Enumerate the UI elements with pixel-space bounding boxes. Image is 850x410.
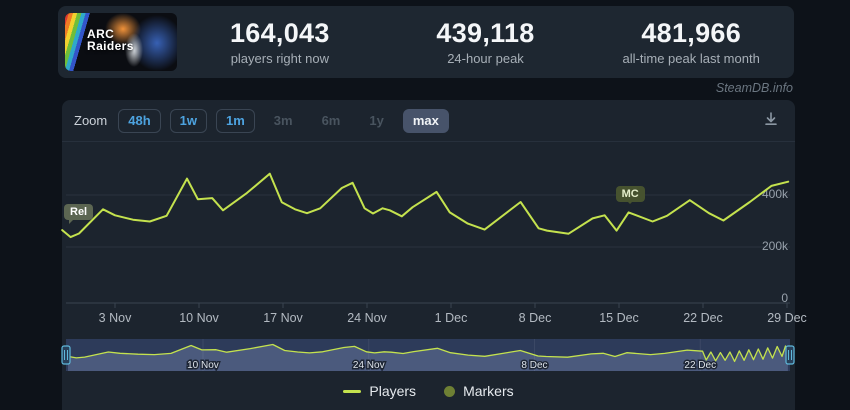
- zoom-option-1y[interactable]: 1y: [359, 109, 393, 133]
- svg-text:17 Nov: 17 Nov: [263, 311, 303, 325]
- legend-players-label: Players: [369, 383, 417, 399]
- players-line-swatch: [343, 389, 362, 393]
- zoom-label: Zoom: [74, 113, 108, 128]
- zoom-option-1m[interactable]: 1m: [215, 108, 255, 133]
- svg-text:15 Dec: 15 Dec: [599, 311, 639, 325]
- banner-astronaut-figure: [125, 33, 143, 67]
- zoom-option-max[interactable]: max: [402, 108, 449, 133]
- chart-panel: Zoom 48h 1w 1m 3m 6m 1y max 400k 200k 0 3 N…: [61, 100, 807, 410]
- current-players-value: 164,043: [229, 18, 330, 48]
- svg-text:29 Dec: 29 Dec: [767, 311, 807, 325]
- markers-dot-swatch: [444, 385, 456, 397]
- svg-text:0: 0: [781, 291, 788, 305]
- steamdb-watermark-link[interactable]: SteamDB.info: [715, 81, 793, 95]
- game-logo-line2: Raiders: [87, 39, 134, 53]
- peak-24h-label: 24-hour peak: [447, 51, 524, 66]
- zoom-option-1w[interactable]: 1w: [169, 108, 207, 133]
- svg-text:24 Nov: 24 Nov: [347, 311, 387, 325]
- game-logo-line1: ARC: [87, 27, 115, 41]
- navigator-left-handle[interactable]: [61, 345, 71, 365]
- chart-toolbar: Zoom 48h 1w 1m 3m 6m 1y max: [62, 100, 795, 142]
- svg-text:200k: 200k: [762, 239, 789, 253]
- navigator-right-handle[interactable]: [785, 345, 795, 365]
- current-players-label: players right now: [230, 51, 329, 66]
- chart-navigator[interactable]: 10 Nov 24 Nov 8 Dec 22 Dec: [61, 337, 795, 373]
- legend-item-players[interactable]: Players: [343, 383, 416, 399]
- svg-text:400k: 400k: [762, 187, 789, 201]
- svg-text:24 Nov: 24 Nov: [353, 360, 385, 371]
- marker-badge-mc[interactable]: MC: [615, 186, 645, 205]
- svg-text:8 Dec: 8 Dec: [521, 360, 547, 371]
- main-chart-plot[interactable]: 400k 200k 0 3 Nov 10 Nov 17 Nov 24 Nov 1 Dec 8 D…: [61, 145, 807, 335]
- chart-legend: Players Markers: [62, 383, 795, 399]
- svg-text:10 Nov: 10 Nov: [179, 311, 219, 325]
- stats-row: 164,043 players right now 439,118 24-hou…: [177, 18, 794, 66]
- svg-text:8 Dec: 8 Dec: [519, 311, 552, 325]
- stat-current-players: 164,043 players right now: [177, 18, 383, 66]
- download-button[interactable]: [759, 107, 783, 134]
- svg-text:3 Nov: 3 Nov: [99, 311, 132, 325]
- game-logo: ARC Raiders: [87, 28, 134, 52]
- zoom-option-6m[interactable]: 6m: [312, 109, 351, 133]
- legend-markers-label: Markers: [463, 383, 514, 399]
- svg-text:22 Dec: 22 Dec: [684, 360, 716, 371]
- zoom-option-3m[interactable]: 3m: [264, 109, 303, 133]
- alltime-peak-value: 481,966: [641, 18, 742, 48]
- stat-alltime-peak: 481,966 all-time peak last month: [588, 18, 794, 66]
- header-stats-panel: ARC Raiders 164,043 players right now 43…: [58, 6, 794, 78]
- players-line-chart[interactable]: 400k 200k 0 3 Nov 10 Nov 17 Nov 24 Nov 1 Dec 8 D…: [61, 145, 807, 330]
- svg-text:22 Dec: 22 Dec: [683, 311, 723, 325]
- alltime-peak-label: all-time peak last month: [622, 51, 760, 66]
- game-banner[interactable]: ARC Raiders: [65, 13, 177, 71]
- svg-text:10 Nov: 10 Nov: [187, 360, 219, 371]
- legend-item-markers[interactable]: Markers: [444, 383, 514, 399]
- navigator-mini-chart[interactable]: 10 Nov 24 Nov 8 Dec 22 Dec: [61, 337, 795, 373]
- stat-24h-peak: 439,118 24-hour peak: [383, 18, 589, 66]
- marker-badge-rel[interactable]: Rel: [64, 204, 94, 225]
- peak-24h-value: 439,118: [436, 18, 535, 48]
- download-chart-icon: [763, 112, 779, 130]
- zoom-option-48h[interactable]: 48h: [118, 108, 161, 133]
- svg-text:1 Dec: 1 Dec: [435, 311, 468, 325]
